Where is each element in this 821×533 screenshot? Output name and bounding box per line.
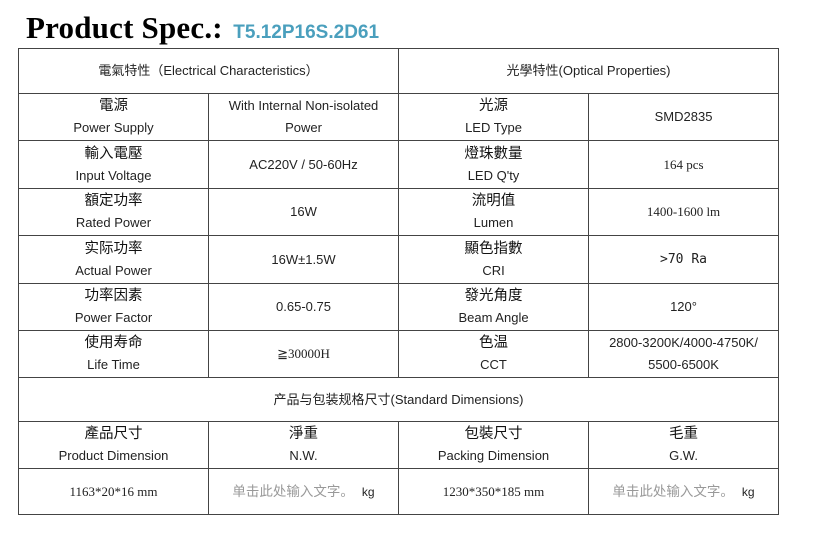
model-number: T5.12P16S.2D61 — [233, 22, 380, 43]
table-row: 額定功率 Rated Power 16W 流明值 Lumen 1400-1600 l… — [18, 188, 780, 236]
rated-power-value: 16W — [207, 188, 400, 236]
gross-weight-cell: 单击此处输入文字。 kg — [588, 468, 780, 515]
table-row: 使用寿命 Life Time ≧30000H 色温 CCT 2800-3200K/4… — [18, 330, 780, 378]
net-weight-label: 淨重 N.W. — [207, 421, 400, 469]
rated-power-label: 額定功率 Rated Power — [18, 188, 209, 236]
net-weight-input[interactable]: 单击此处输入文字。 — [232, 483, 354, 499]
electrical-header: 電氣特性（Electrical Characteristics） — [17, 48, 400, 94]
actual-power-value: 16W±1.5W — [207, 235, 400, 284]
life-time-label: 使用寿命 Life Time — [18, 330, 209, 378]
cct-label: 色温 CCT — [398, 330, 590, 378]
net-weight-unit: kg — [361, 484, 375, 499]
power-supply-label: 電源 Power Supply — [18, 93, 209, 141]
actual-power-label: 实际功率 Actual Power — [18, 235, 209, 284]
power-factor-value: 0.65-0.75 — [207, 283, 400, 331]
table-row: 輸入電壓 Input Voltage AC220V / 50-60Hz 燈珠數量 L… — [18, 140, 780, 189]
optical-header: 光學特性(Optical Properties) — [398, 48, 780, 94]
input-voltage-value: AC220V / 50-60Hz — [207, 140, 400, 189]
led-qty-label: 燈珠數量 LED Q'ty — [398, 140, 590, 189]
life-time-value: ≧30000H — [207, 330, 400, 378]
gross-weight-input[interactable]: 单击此处输入文字。 — [612, 483, 734, 499]
title-text: Product Spec.: — [26, 10, 223, 45]
gross-weight-label: 毛重 G.W. — [588, 421, 780, 469]
packing-dimension-label: 包裝尺寸 Packing Dimension — [398, 421, 590, 469]
input-voltage-label: 輸入電壓 Input Voltage — [18, 140, 209, 189]
cri-value: >70 Ra — [588, 235, 780, 284]
cct-value: 2800-3200K/4000-4750K/ 5500-6500K — [588, 330, 780, 378]
table-row: 实际功率 Actual Power 16W±1.5W 顯色指數 CRI >70 Ra — [18, 235, 780, 284]
dimensions-header-row: 产品与包装规格尺寸(Standard Dimensions) — [17, 377, 780, 422]
spec-table: 電氣特性（Electrical Characteristics） 光學特性(Op… — [17, 48, 780, 515]
cri-label: 顯色指數 CRI — [398, 235, 590, 284]
table-row: 功率因素 Power Factor 0.65-0.75 發光角度 Beam Angl… — [18, 283, 780, 331]
dimensions-value-row: 1163*20*16 mm 单击此处输入文字。 kg 1230*350*185 m… — [18, 468, 780, 515]
lumen-label: 流明值 Lumen — [398, 188, 590, 236]
beam-angle-value: 120° — [588, 283, 780, 331]
page-title: Product Spec.: T5.12P16S.2D61 — [26, 10, 379, 46]
dimensions-label-row: 產品尺寸 Product Dimension 淨重 N.W. 包裝尺寸 Packing… — [18, 421, 780, 469]
led-type-label: 光源 LED Type — [398, 93, 590, 141]
gross-weight-unit: kg — [741, 484, 755, 499]
product-dimension-value: 1163*20*16 mm — [18, 468, 209, 515]
lumen-value: 1400-1600 lm — [588, 188, 780, 236]
section-header-row: 電氣特性（Electrical Characteristics） 光學特性(Op… — [17, 48, 780, 94]
dimensions-header: 产品与包装规格尺寸(Standard Dimensions) — [17, 377, 780, 422]
beam-angle-label: 發光角度 Beam Angle — [398, 283, 590, 331]
packing-dimension-value: 1230*350*185 mm — [398, 468, 590, 515]
power-factor-label: 功率因素 Power Factor — [18, 283, 209, 331]
led-qty-value: 164 pcs — [588, 140, 780, 189]
product-dimension-label: 產品尺寸 Product Dimension — [18, 421, 209, 469]
table-row: 電源 Power Supply With Internal Non-isolate… — [18, 93, 780, 141]
power-supply-value: With Internal Non-isolated Power — [207, 93, 400, 141]
net-weight-cell: 单击此处输入文字。 kg — [207, 468, 400, 515]
led-type-value: SMD2835 — [588, 93, 780, 141]
